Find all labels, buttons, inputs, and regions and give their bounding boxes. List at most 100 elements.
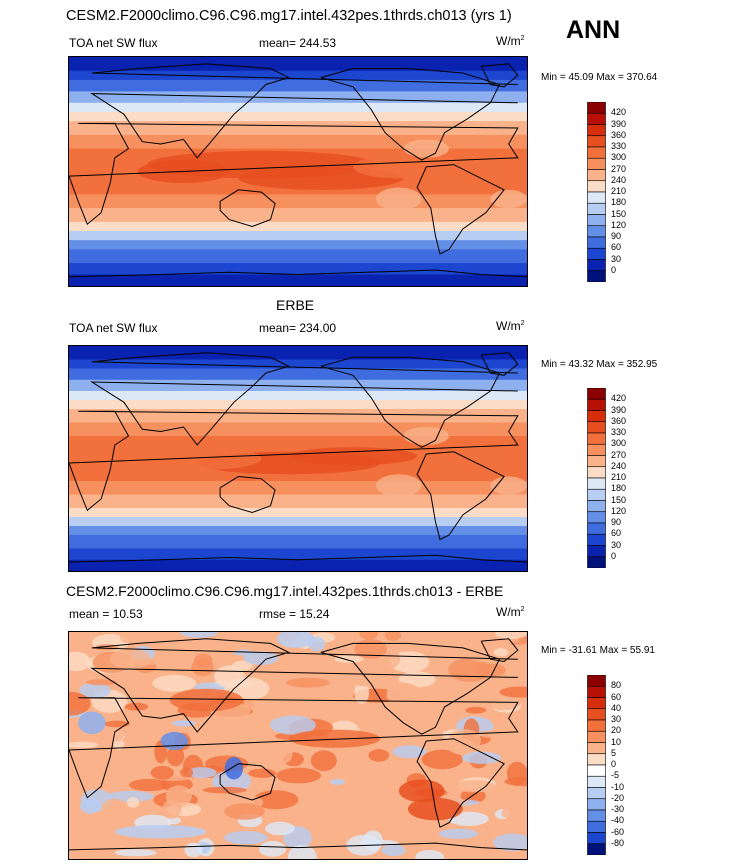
- panel1-colorbar-box: [587, 180, 606, 193]
- panel2-colorbar-label: 420: [611, 393, 627, 404]
- panel3-difference-patch: [409, 725, 449, 734]
- panel2-flux-band: [69, 494, 527, 509]
- panel2-colorbar-box: [587, 477, 606, 490]
- panel1-colorbar-label: 180: [611, 197, 627, 208]
- panel3-subtitle: CESM2.F2000climo.C96.C96.mg17.intel.432p…: [66, 583, 504, 599]
- panel3-difference-patch: [465, 706, 487, 714]
- panel3-north-america-coastline: [320, 642, 501, 735]
- panel3-difference-patch: [165, 785, 192, 807]
- panel3-colorbar-box: [587, 708, 606, 721]
- panel1-colorbar-label: 240: [611, 174, 627, 185]
- panel2-colorbar-box: [587, 466, 606, 479]
- panel2-flux-band: [69, 508, 527, 518]
- panel2-colorbar-box: [587, 421, 606, 434]
- panel3-south-america-coastline: [416, 738, 505, 828]
- panel3-colorbar-label: 30: [611, 714, 622, 724]
- panel3-difference-patch: [286, 677, 330, 688]
- panel3-colorbar-label: -20: [611, 792, 625, 803]
- panel3-units: W/m2: [496, 605, 525, 619]
- panel1-colorbar-label: 60: [611, 242, 622, 253]
- panel2-flux-band: [69, 481, 527, 496]
- panel2-flux-band: [69, 400, 527, 410]
- panel2-australia-coastline: [219, 475, 276, 514]
- panel1-colorbar-label: 210: [611, 186, 627, 196]
- panel2-colorbar-label: 270: [611, 449, 627, 460]
- panel2-flux-band: [69, 359, 527, 370]
- panel1-colorbar: [587, 102, 606, 282]
- panel1-south-america-coastline: [416, 164, 505, 255]
- panel1-flux-band: [69, 134, 527, 150]
- panel2-flux-band: [69, 526, 527, 536]
- panel3-difference-patch: [166, 746, 185, 767]
- panel3-colorbar-label: 80: [611, 680, 622, 691]
- panel2-map: [68, 345, 528, 572]
- panel3-difference-maximum: [169, 688, 244, 712]
- panel3-colorbar-label: -60: [611, 826, 625, 837]
- panel3-difference-patch: [421, 749, 463, 770]
- panel2-variable: TOA net SW flux: [69, 321, 158, 335]
- panel3-difference-patch: [224, 803, 265, 820]
- panel2-colorbar-box: [587, 511, 606, 524]
- panel3-difference-patch: [448, 811, 489, 826]
- panel3-colorbar-box: [587, 685, 606, 698]
- panel1-eurasia-coastline: [90, 63, 518, 159]
- panel3-difference-patch: [101, 798, 128, 820]
- panel1-stratocumulus-region: [375, 187, 422, 211]
- panel2-colorbar-label: 330: [611, 427, 627, 437]
- panel1-flux-band: [69, 221, 527, 232]
- panel1-colorbar-box: [587, 214, 606, 227]
- panel3-colorbar-box: [587, 775, 606, 788]
- panel2-flux-band: [69, 517, 527, 527]
- panel3-difference-patch: [119, 632, 133, 643]
- panel1-flux-maximum: [352, 155, 445, 179]
- panel3-difference-patch: [136, 632, 152, 639]
- panel1-colorbar-label: 330: [611, 141, 627, 151]
- panel3-difference-patch: [386, 682, 416, 706]
- panel2-africa-coastline: [69, 410, 519, 512]
- panel2-flux-band: [69, 368, 527, 381]
- panel3-difference-patch: [265, 821, 295, 836]
- panel2-stratocumulus-region: [375, 474, 422, 497]
- panel2-north-america-coastline: [320, 356, 501, 448]
- panel3-difference-patch: [259, 840, 286, 857]
- panel3-difference-patch: [375, 803, 412, 812]
- panel3-colorbar-label: -30: [611, 804, 625, 814]
- panel3-australia-coastline: [219, 763, 276, 801]
- panel2-flux-band: [69, 391, 527, 401]
- figure-title: CESM2.F2000climo.C96.C96.mg17.intel.432p…: [66, 8, 512, 24]
- panel1-colorbar-box: [587, 169, 606, 182]
- panel3-map: [68, 631, 528, 860]
- panel1-colorbar-box: [587, 270, 606, 282]
- panel3-difference-patch: [129, 778, 170, 792]
- panel2-colorbar-label: 390: [611, 404, 627, 415]
- panel2-colorbar-box: [587, 398, 606, 411]
- panel1-colorbar-box: [587, 191, 606, 204]
- panel3-difference-patch: [359, 632, 378, 640]
- panel3-difference-minimum: [78, 711, 106, 735]
- panel3-colorbar-label: -80: [611, 837, 625, 848]
- panel3-difference-patch: [150, 765, 174, 780]
- panel1-colorbar-label: 420: [611, 107, 627, 118]
- panel3-difference-minimum: [224, 756, 244, 780]
- panel3-colorbar-label: 40: [611, 702, 622, 713]
- panel3-difference-patch: [329, 779, 346, 785]
- panel3-difference-patch: [276, 767, 321, 784]
- panel1-colorbar-label: 0: [611, 264, 617, 275]
- panel2-flux-band: [69, 548, 527, 561]
- panel3-difference-patch: [475, 663, 506, 677]
- panel3-difference-patch: [114, 849, 157, 857]
- panel3-difference-patch: [121, 735, 153, 745]
- panel1-colorbar-box: [587, 146, 606, 159]
- panel1-flux-band: [69, 249, 527, 264]
- panel2-stratocumulus-region: [490, 476, 527, 495]
- panel1-flux-band: [69, 102, 527, 113]
- panel3-difference-patch: [349, 663, 371, 686]
- panel3-africa-coastline: [69, 697, 519, 799]
- panel2-flux-maximum: [288, 447, 418, 466]
- panel2-colorbar-label: 300: [611, 438, 627, 449]
- panel3-colorbar-label: 20: [611, 725, 622, 736]
- panel2-colorbar-label: 150: [611, 494, 627, 505]
- panel3-difference-patch: [499, 686, 527, 698]
- panel3-difference-patch: [415, 850, 444, 859]
- panel1-colorbar-label: 120: [611, 219, 627, 230]
